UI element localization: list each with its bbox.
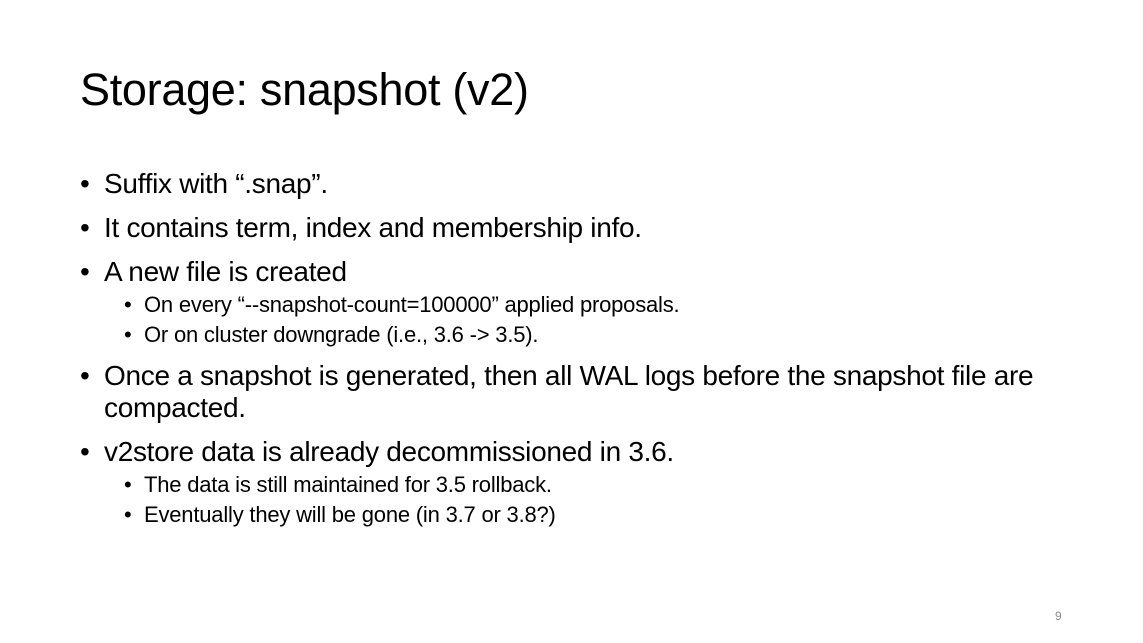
sub-bullet-item: • The data is still maintained for 3.5 r… [124, 472, 1070, 498]
sub-bullet-text: The data is still maintained for 3.5 rol… [144, 472, 552, 497]
sub-bullet-text: Eventually they will be gone (in 3.7 or … [144, 502, 556, 527]
sub-bullet-list: • The data is still maintained for 3.5 r… [104, 472, 1070, 528]
bullet-text: Suffix with “.snap”. [104, 168, 328, 199]
bullet-item: • It contains term, index and membership… [80, 212, 1070, 244]
sub-bullet-text: On every “--snapshot-count=100000” appli… [144, 292, 680, 317]
sub-bullet-dot-icon: • [124, 322, 132, 347]
bullet-text: It contains term, index and membership i… [104, 212, 642, 243]
bullet-item: • v2store data is already decommissioned… [80, 436, 1070, 528]
page-number: 9 [1055, 609, 1062, 623]
bullet-dot-icon: • [80, 436, 90, 467]
sub-bullet-text: Or on cluster downgrade (i.e., 3.6 -> 3.… [144, 322, 539, 347]
sub-bullet-item: • Or on cluster downgrade (i.e., 3.6 -> … [124, 322, 1070, 348]
bullet-item: • A new file is created • On every “--sn… [80, 256, 1070, 348]
bullet-dot-icon: • [80, 256, 90, 287]
sub-bullet-dot-icon: • [124, 472, 132, 497]
sub-bullet-item: • Eventually they will be gone (in 3.7 o… [124, 502, 1070, 528]
bullet-text: Once a snapshot is generated, then all W… [104, 360, 1034, 423]
slide-title: Storage: snapshot (v2) [80, 64, 529, 115]
sub-bullet-dot-icon: • [124, 502, 132, 527]
bullet-dot-icon: • [80, 360, 90, 391]
bullet-list: • Suffix with “.snap”. • It contains ter… [80, 168, 1070, 540]
sub-bullet-dot-icon: • [124, 292, 132, 317]
sub-bullet-list: • On every “--snapshot-count=100000” app… [104, 292, 1070, 348]
bullet-item: • Once a snapshot is generated, then all… [80, 360, 1070, 424]
bullet-text: A new file is created [104, 256, 347, 287]
bullet-item: • Suffix with “.snap”. [80, 168, 1070, 200]
sub-bullet-item: • On every “--snapshot-count=100000” app… [124, 292, 1070, 318]
bullet-text: v2store data is already decommissioned i… [104, 436, 674, 467]
bullet-dot-icon: • [80, 212, 90, 243]
bullet-dot-icon: • [80, 168, 90, 199]
